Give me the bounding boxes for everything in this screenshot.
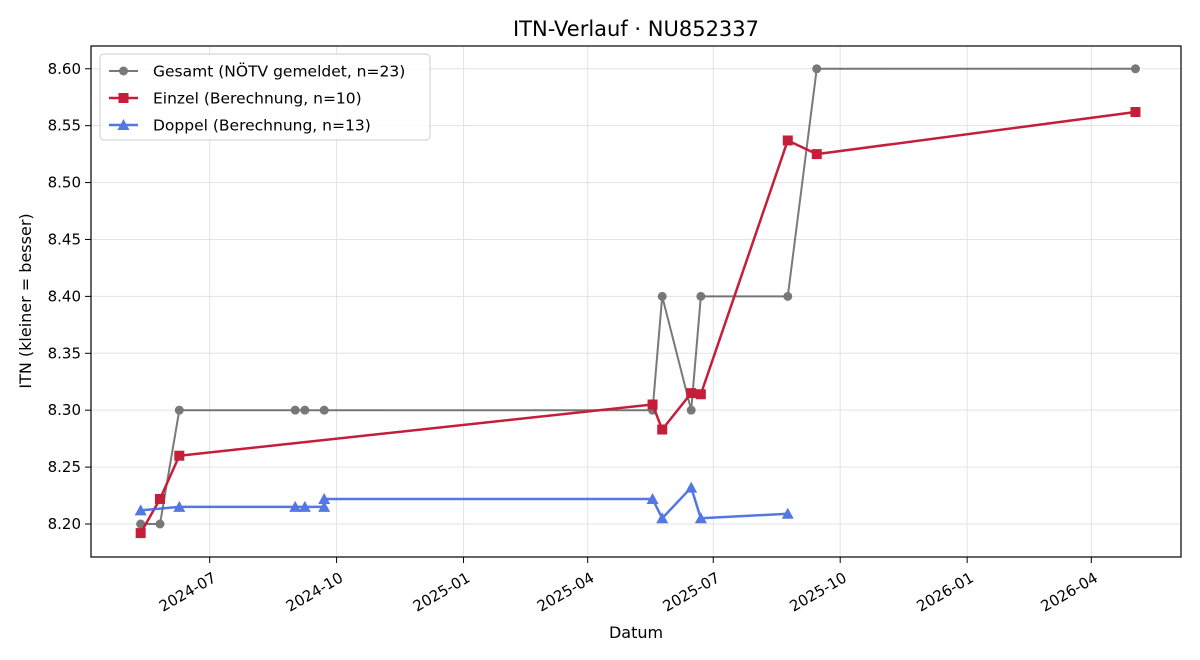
y-tick-label: 8.20 [48, 515, 81, 533]
data-point-gesamt [1130, 64, 1140, 74]
y-tick-label: 8.60 [48, 60, 81, 78]
y-axis-label: ITN (kleiner = besser) [16, 213, 35, 388]
data-point-gesamt [319, 405, 329, 415]
y-axis-ticks: 8.20 8.25 8.30 8.35 8.40 8.45 8.50 8.55 8.60 [48, 60, 91, 533]
y-tick-label: 8.50 [48, 174, 81, 192]
data-point-einzel [686, 388, 697, 399]
data-point-gesamt [290, 405, 300, 415]
data-point-einzel [154, 493, 165, 504]
data-point-doppel [318, 492, 331, 504]
data-point-gesamt [812, 64, 822, 74]
legend-item-gesamt [109, 66, 138, 76]
data-point-gesamt [155, 519, 165, 529]
legend: Gesamt (NÖTV gemeldet, n=23) Einzel (Bere… [99, 53, 431, 141]
legend-marker-doppel [117, 119, 130, 130]
legend-label-gesamt: Gesamt (NÖTV gemeldet, n=23) [153, 62, 405, 81]
data-point-doppel [173, 500, 186, 512]
data-point-einzel [135, 528, 146, 539]
data-point-doppel [318, 500, 331, 512]
x-axis-label: Datum [609, 623, 663, 642]
series-line-einzel [139, 110, 1136, 534]
y-tick-label: 8.45 [48, 230, 81, 248]
data-point-einzel [657, 424, 668, 435]
data-point-gesamt [783, 291, 793, 301]
series-einzel [135, 107, 1141, 539]
legend-marker-gesamt [119, 66, 128, 76]
data-point-doppel [685, 481, 698, 493]
data-point-einzel [647, 399, 658, 410]
legend-box [99, 53, 431, 141]
data-point-doppel [298, 500, 311, 512]
y-tick-label: 8.40 [48, 287, 81, 305]
series-gesamt [136, 64, 1140, 529]
legend-marker-einzel [118, 93, 129, 103]
data-point-einzel [782, 135, 793, 146]
data-point-gesamt [696, 291, 706, 301]
data-point-doppel [289, 500, 302, 512]
y-tick-label: 8.30 [48, 401, 81, 419]
data-point-doppel [134, 504, 147, 516]
data-point-gesamt [136, 519, 146, 529]
data-point-gesamt [686, 405, 696, 415]
data-point-einzel [695, 389, 706, 400]
legend-item-einzel [109, 93, 138, 103]
y-tick-label: 8.25 [48, 458, 81, 476]
plot-series [134, 64, 1141, 539]
y-tick-label: 8.35 [48, 344, 81, 362]
chart-title: ITN-Verlauf · NU852337 [513, 17, 759, 41]
data-point-doppel [694, 512, 707, 524]
legend-item-doppel [109, 119, 138, 130]
legend-label-einzel: Einzel (Berechnung, n=10) [153, 90, 362, 108]
series-doppel [134, 481, 794, 524]
data-point-doppel [656, 512, 669, 524]
data-point-gesamt [174, 405, 184, 415]
y-tick-label: 8.55 [48, 117, 81, 135]
data-point-einzel [1130, 107, 1141, 118]
data-point-gesamt [657, 291, 667, 301]
data-point-einzel [174, 450, 185, 461]
data-point-doppel [781, 507, 794, 519]
data-point-einzel [811, 149, 822, 160]
data-point-doppel [646, 492, 659, 504]
legend-label-doppel: Doppel (Berechnung, n=13) [153, 117, 371, 135]
plot-frame [90, 45, 1182, 558]
data-point-gesamt [300, 405, 310, 415]
